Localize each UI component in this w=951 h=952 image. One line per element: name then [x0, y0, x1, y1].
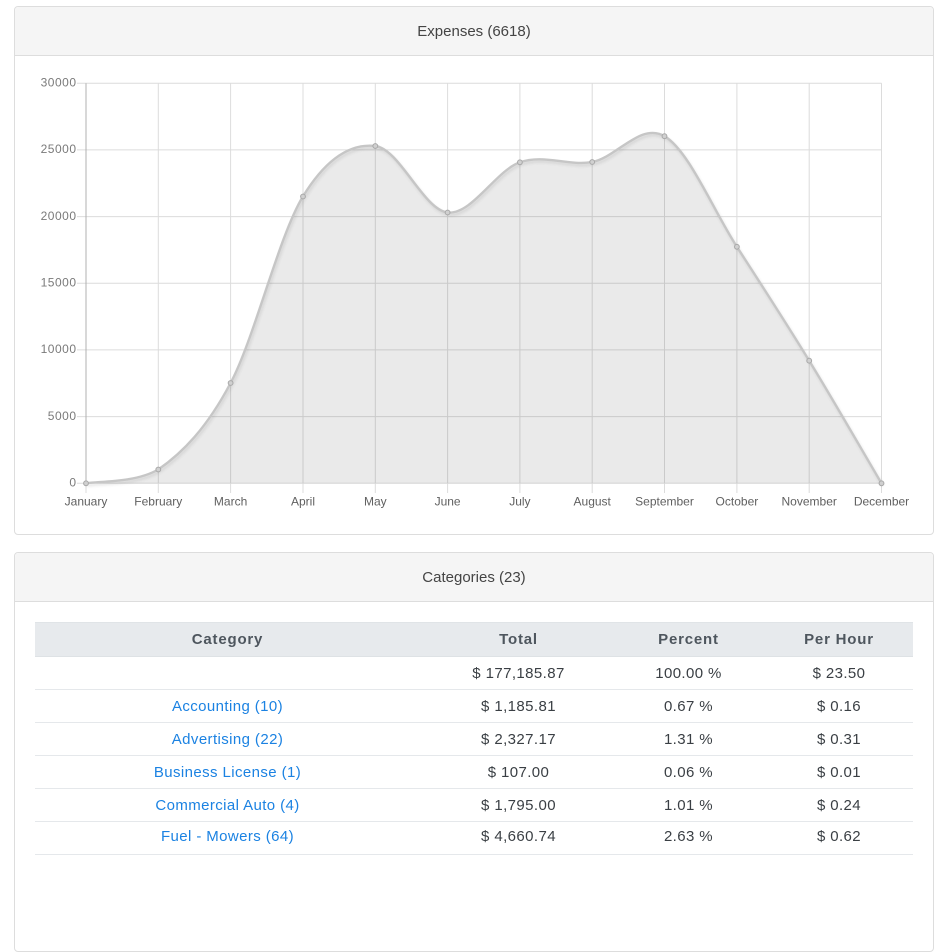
- svg-text:February: February: [134, 494, 182, 508]
- svg-text:August: August: [574, 494, 612, 508]
- svg-text:20000: 20000: [41, 209, 77, 223]
- svg-text:10000: 10000: [41, 342, 77, 356]
- svg-text:June: June: [435, 494, 461, 508]
- svg-text:December: December: [854, 494, 909, 508]
- svg-text:November: November: [782, 494, 837, 508]
- svg-text:25000: 25000: [41, 142, 77, 156]
- svg-text:July: July: [509, 494, 530, 508]
- svg-text:5000: 5000: [48, 409, 77, 423]
- svg-text:May: May: [364, 494, 387, 508]
- svg-text:January: January: [65, 494, 108, 508]
- svg-text:30000: 30000: [41, 76, 77, 90]
- svg-text:0: 0: [69, 476, 76, 490]
- svg-text:April: April: [291, 494, 315, 508]
- svg-text:October: October: [716, 494, 759, 508]
- svg-text:March: March: [214, 494, 247, 508]
- svg-text:September: September: [635, 494, 694, 508]
- svg-text:15000: 15000: [41, 276, 77, 290]
